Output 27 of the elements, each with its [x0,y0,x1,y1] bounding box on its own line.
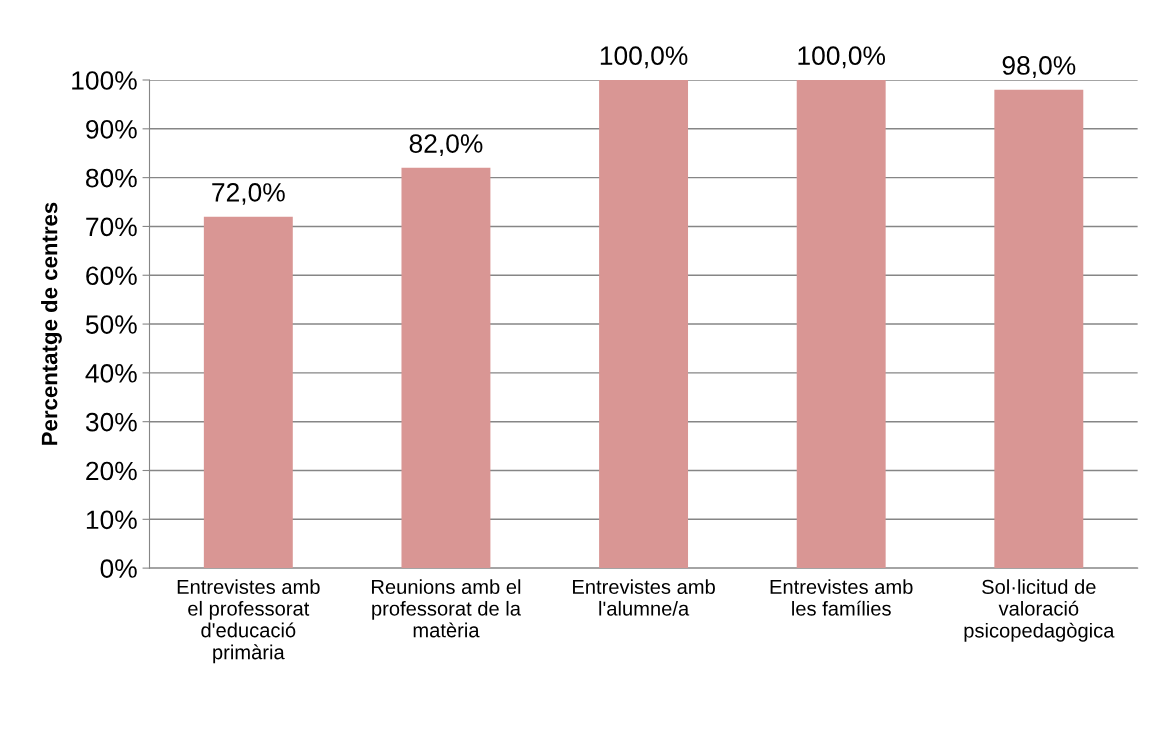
y-tick-label: 0% [100,559,137,578]
x-tick-label: Reunions amb el professorat de la matèria [372,579,521,638]
y-tick-label: 100% [72,71,137,90]
y-tick-label: 90% [86,119,137,139]
y-tick-label: 70% [86,217,137,237]
data-label: 82,0% [409,134,483,156]
x-tick-label: Entrevistes amb l'alumne/a [573,579,715,616]
data-label: 100,0% [600,46,688,69]
y-tick-label: 80% [86,168,137,188]
y-tick-label: 40% [85,364,137,383]
y-tick-label: 20% [86,461,137,481]
x-tick-label: Entrevistes amb les famílies [770,579,913,616]
data-label: 98,0% [1002,56,1076,78]
y-axis-title: Percentatge de centres [41,202,62,445]
bar [203,216,293,569]
bar [796,80,886,569]
data-label: 72,0% [212,183,285,205]
bar [401,167,491,569]
bar [599,80,689,569]
y-tick-label: 30% [85,412,137,432]
y-tick-label: 60% [86,266,137,286]
data-label: 100,0% [798,46,886,69]
y-tick-label: 50% [85,315,137,334]
y-tick-label: 10% [86,510,137,530]
x-tick-label: Sol·licitud de valoració psicopedagògica [964,579,1115,642]
x-tick-label: Entrevistes amb el professorat d'educació primària [177,579,320,664]
bar [994,89,1084,569]
